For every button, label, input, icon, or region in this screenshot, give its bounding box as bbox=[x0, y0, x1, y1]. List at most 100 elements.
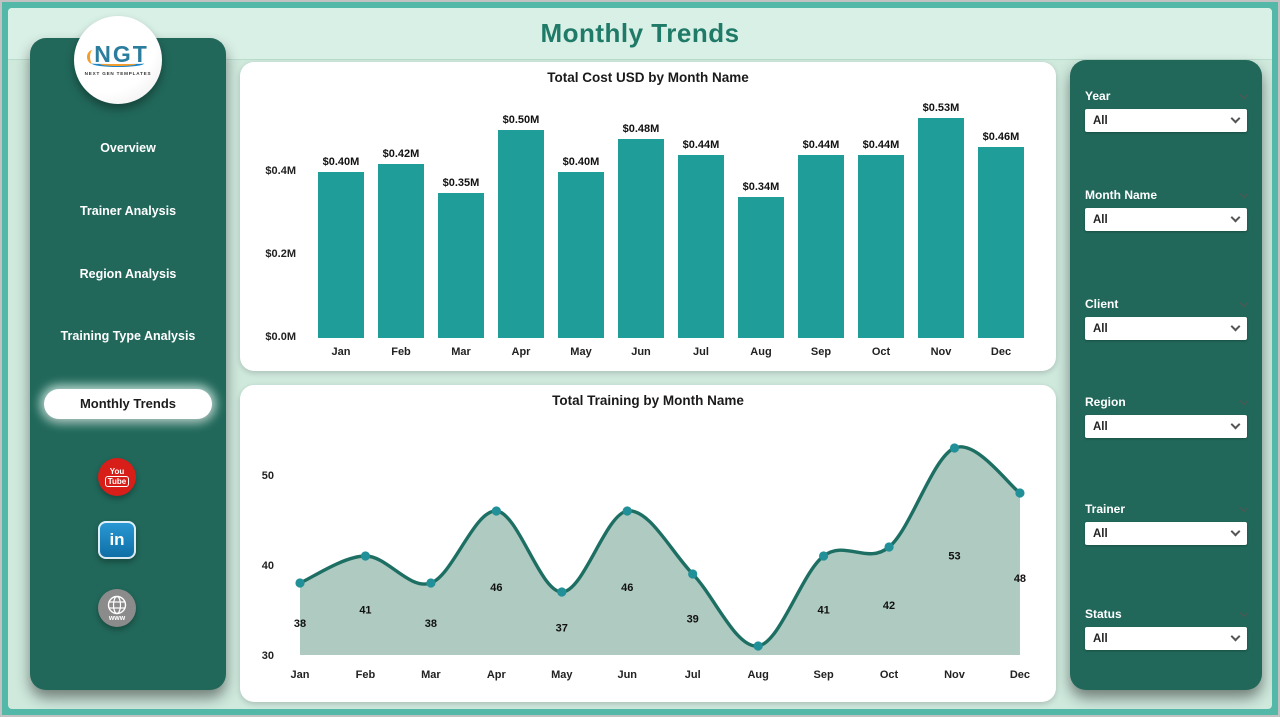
line-x-tick: Oct bbox=[880, 669, 899, 681]
line-y-tick: 40 bbox=[262, 560, 274, 572]
bar-data-label: $0.46M bbox=[982, 131, 1020, 143]
line-x-tick: Nov bbox=[944, 669, 966, 681]
slicer-client: Client All bbox=[1085, 297, 1249, 340]
chevron-down-icon bbox=[1230, 212, 1241, 223]
slicer-collapse-chevron-icon[interactable] bbox=[1239, 503, 1249, 512]
line-x-tick: Mar bbox=[421, 669, 441, 681]
slicer-collapse-chevron-icon[interactable] bbox=[1239, 90, 1249, 99]
website-icon[interactable]: www bbox=[98, 589, 136, 627]
slicer-collapse-chevron-icon[interactable] bbox=[1239, 608, 1249, 617]
bar-Apr[interactable] bbox=[498, 130, 544, 338]
point-data-label: 37 bbox=[556, 623, 568, 635]
linkedin-icon[interactable]: in bbox=[98, 521, 136, 559]
line-plot-area: 30 40 50 38 Jan 41 Feb 38 Mar 46 Apr 37 May 46 Jun 39 Ju… bbox=[262, 443, 1030, 681]
sidebar-item-monthly-trends[interactable]: Monthly Trends bbox=[44, 389, 212, 419]
chevron-down-icon bbox=[1230, 419, 1241, 430]
bar-y-tick: $0.0M bbox=[265, 331, 296, 343]
status-dropdown[interactable]: All bbox=[1085, 627, 1247, 650]
slicer-collapse-chevron-icon[interactable] bbox=[1239, 189, 1249, 198]
data-point-Sep[interactable] bbox=[819, 551, 829, 561]
data-point-Dec[interactable] bbox=[1015, 488, 1025, 498]
slicer-label: Month Name bbox=[1085, 188, 1157, 202]
bar-Nov[interactable] bbox=[918, 118, 964, 338]
data-point-Jul[interactable] bbox=[688, 569, 698, 579]
month-name-dropdown[interactable]: All bbox=[1085, 208, 1247, 231]
bar-Jan[interactable] bbox=[318, 172, 364, 338]
sidebar-item-region-analysis[interactable]: Region Analysis bbox=[79, 267, 177, 281]
data-point-Aug[interactable] bbox=[753, 641, 763, 651]
sidebar-item-trainer-analysis[interactable]: Trainer Analysis bbox=[79, 204, 177, 218]
logo-subtext: NEXT GEN TEMPLATES bbox=[84, 71, 152, 76]
line-x-tick: Jan bbox=[291, 669, 310, 681]
bar-data-label: $0.42M bbox=[382, 148, 420, 160]
dropdown-value: All bbox=[1093, 114, 1108, 127]
line-x-tick: May bbox=[551, 669, 573, 681]
slicer-label: Trainer bbox=[1085, 502, 1126, 516]
point-data-label: 41 bbox=[817, 605, 829, 617]
year-dropdown[interactable]: All bbox=[1085, 109, 1247, 132]
data-point-Apr[interactable] bbox=[491, 506, 501, 516]
bar-Jun[interactable] bbox=[618, 139, 664, 338]
bar-data-label: $0.40M bbox=[562, 156, 600, 168]
bar-y-tick: $0.2M bbox=[265, 248, 296, 260]
point-data-label: 42 bbox=[883, 600, 895, 612]
dropdown-value: All bbox=[1093, 527, 1108, 540]
slicer-collapse-chevron-icon[interactable] bbox=[1239, 396, 1249, 405]
data-point-Oct[interactable] bbox=[884, 542, 894, 552]
chevron-down-icon bbox=[1230, 113, 1241, 124]
bar-x-tick: Jul bbox=[693, 346, 709, 358]
bar-data-label: $0.44M bbox=[862, 139, 900, 151]
slicer-trainer: Trainer All bbox=[1085, 502, 1249, 545]
slicer-collapse-chevron-icon[interactable] bbox=[1239, 298, 1249, 307]
line-x-tick: Sep bbox=[814, 669, 834, 681]
bar-x-tick: Jan bbox=[331, 346, 351, 358]
bar-data-label: $0.44M bbox=[682, 139, 720, 151]
bar-data-label: $0.40M bbox=[322, 156, 360, 168]
bar-x-tick: Apr bbox=[511, 346, 531, 358]
dropdown-value: All bbox=[1093, 632, 1108, 645]
slicer-label: Client bbox=[1085, 297, 1119, 311]
line-x-tick: Feb bbox=[356, 669, 376, 681]
page-title: Monthly Trends bbox=[540, 18, 740, 48]
sidebar-item-training-type-analysis[interactable]: Training Type Analysis bbox=[60, 329, 196, 343]
left-sidebar bbox=[30, 38, 226, 690]
client-dropdown[interactable]: All bbox=[1085, 317, 1247, 340]
bar-x-tick: Sep bbox=[810, 346, 832, 358]
point-data-label: 41 bbox=[359, 605, 371, 617]
bar-Feb[interactable] bbox=[378, 164, 424, 338]
bar-x-tick: Dec bbox=[990, 346, 1012, 358]
data-point-Jun[interactable] bbox=[622, 506, 632, 516]
bar-x-tick: Feb bbox=[391, 346, 411, 358]
chevron-down-icon bbox=[1230, 321, 1241, 332]
dropdown-value: All bbox=[1093, 420, 1108, 433]
data-point-Feb[interactable] bbox=[360, 551, 371, 561]
bar-x-tick: Aug bbox=[750, 346, 772, 358]
bar-Aug[interactable] bbox=[738, 197, 784, 338]
trainer-dropdown[interactable]: All bbox=[1085, 522, 1247, 545]
sidebar-item-overview[interactable]: Overview bbox=[100, 141, 156, 155]
bar-x-tick: Oct bbox=[871, 346, 891, 358]
data-point-Jan[interactable] bbox=[295, 578, 305, 588]
line-y-tick: 50 bbox=[262, 470, 274, 482]
bar-Jul[interactable] bbox=[678, 155, 724, 338]
point-data-label: 46 bbox=[621, 582, 633, 594]
bar-data-label: $0.48M bbox=[622, 123, 660, 135]
logo-swoosh2-icon bbox=[100, 62, 136, 66]
bar-Mar[interactable] bbox=[438, 193, 484, 338]
area-fill bbox=[300, 446, 1020, 655]
data-point-Nov[interactable] bbox=[949, 443, 960, 453]
bar-Sep[interactable] bbox=[798, 155, 844, 338]
data-point-May[interactable] bbox=[557, 587, 567, 597]
point-data-label: 38 bbox=[425, 618, 437, 630]
bar-chart-panel: Total Cost USD by Month Name $0.0M $0.2M $… bbox=[240, 62, 1056, 371]
region-dropdown[interactable]: All bbox=[1085, 415, 1247, 438]
data-point-Mar[interactable] bbox=[426, 578, 436, 588]
point-data-label: 53 bbox=[948, 551, 960, 563]
bar-Dec[interactable] bbox=[978, 147, 1024, 338]
ngt-logo: NGT NEXT GEN TEMPLATES bbox=[74, 16, 162, 104]
dropdown-value: All bbox=[1093, 213, 1108, 226]
line-x-tick: Aug bbox=[747, 669, 768, 681]
bar-May[interactable] bbox=[558, 172, 604, 338]
youtube-icon[interactable]: You Tube bbox=[98, 458, 136, 496]
bar-Oct[interactable] bbox=[858, 155, 904, 338]
